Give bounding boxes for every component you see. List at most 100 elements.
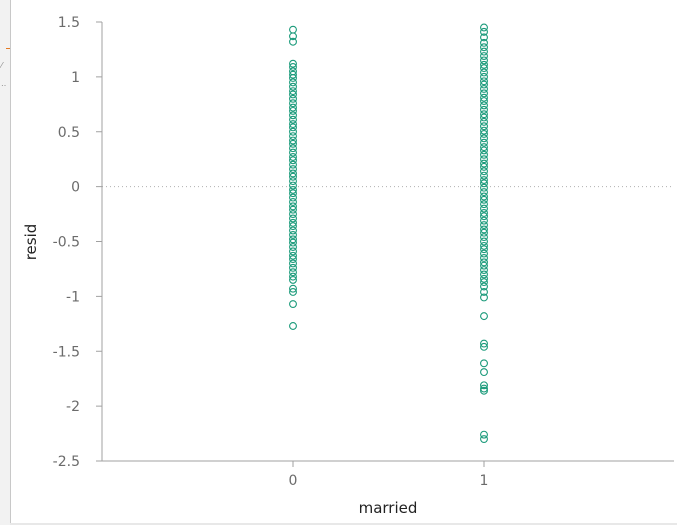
- data-point: [480, 129, 488, 138]
- data-point: [480, 143, 488, 152]
- data-point: [289, 189, 297, 198]
- data-point: [289, 172, 297, 181]
- data-point: [289, 132, 297, 141]
- data-point: [480, 117, 488, 126]
- data-point: [289, 205, 297, 214]
- data-point: [480, 209, 488, 217]
- data-point: [480, 155, 488, 164]
- data-point: [289, 136, 297, 145]
- data-point: [480, 60, 488, 69]
- data-point: [480, 216, 488, 225]
- y-tick-label: 0.5: [58, 125, 80, 141]
- data-point: [289, 288, 297, 296]
- data-point: [480, 122, 488, 131]
- data-point: [289, 156, 297, 165]
- data-point: [289, 238, 297, 247]
- data-point: [480, 89, 488, 98]
- data-point: [480, 368, 488, 377]
- x-axis-title: married: [359, 499, 418, 517]
- data-point: [480, 435, 488, 443]
- data-point: [289, 160, 297, 169]
- data-point: [480, 77, 488, 86]
- data-point: [289, 230, 297, 239]
- data-point: [480, 93, 488, 102]
- x-tick-label: 1: [480, 473, 489, 489]
- data-point: [289, 210, 297, 219]
- x-tick-label: 0: [289, 473, 298, 489]
- data-point: [289, 214, 297, 223]
- data-point: [289, 127, 297, 136]
- data-point: [480, 384, 488, 393]
- y-tick-label: 1: [71, 70, 80, 86]
- data-point: [289, 32, 297, 41]
- edge-glyph: ‥: [1, 79, 7, 88]
- data-point: [289, 123, 297, 132]
- data-point: [289, 94, 297, 103]
- data-point: [289, 218, 297, 227]
- data-point: [480, 381, 488, 390]
- data-point: [289, 165, 297, 174]
- data-point: [289, 103, 297, 112]
- data-point: [289, 222, 297, 231]
- data-point: [289, 111, 297, 120]
- data-point: [480, 278, 488, 287]
- data-point: [480, 274, 488, 283]
- data-point: [480, 138, 488, 147]
- data-point: [289, 99, 297, 108]
- data-point: [289, 115, 297, 124]
- data-point: [480, 237, 488, 246]
- data-point: [289, 181, 297, 190]
- data-point: [480, 212, 488, 221]
- data-point: [480, 47, 488, 56]
- data-point: [480, 228, 488, 237]
- data-point: [480, 171, 488, 180]
- data-point: [289, 59, 297, 68]
- data-point: [480, 282, 488, 291]
- bottom-border: [10, 523, 677, 525]
- data-point: [480, 113, 488, 122]
- data-point: [480, 241, 488, 250]
- data-point: [480, 110, 488, 119]
- data-point: [480, 159, 488, 168]
- data-point: [480, 261, 488, 270]
- data-point: [480, 97, 488, 105]
- y-axis-title: resid: [22, 224, 40, 261]
- data-point: [480, 192, 488, 201]
- data-point: [480, 359, 488, 368]
- data-point: [289, 243, 297, 251]
- y-tick-label: 1.5: [58, 15, 80, 31]
- axes-layer: [96, 21, 674, 467]
- data-point: [289, 25, 297, 34]
- data-point: [289, 120, 297, 129]
- data-point: [480, 204, 488, 213]
- data-point: [289, 90, 297, 99]
- data-point: [289, 78, 297, 87]
- data-point: [480, 293, 488, 302]
- data-point: [480, 288, 488, 296]
- data-point: [289, 198, 297, 206]
- data-point: [289, 169, 297, 178]
- data-point: [289, 300, 297, 309]
- data-point: [289, 82, 297, 91]
- data-point: [480, 72, 488, 81]
- data-point: [289, 144, 297, 153]
- data-point: [289, 272, 297, 281]
- labels-layer: married resid -2.5 -2 -1.5 -1 -0.5 0 0.5 1 1.5 0 1: [22, 15, 488, 517]
- data-point: [480, 27, 488, 36]
- data-point: [480, 134, 488, 143]
- data-point: [480, 146, 488, 155]
- data-point: [289, 70, 297, 79]
- data-point: [289, 226, 297, 235]
- data-point: [289, 37, 297, 46]
- data-point: [480, 339, 488, 348]
- data-point: [289, 148, 297, 157]
- data-point: [289, 268, 297, 277]
- data-point: [289, 202, 297, 211]
- y-tick-label: -2.5: [53, 454, 80, 470]
- data-point: [480, 183, 488, 192]
- data-point: [480, 266, 488, 274]
- data-point: [480, 254, 488, 262]
- data-point: [480, 312, 488, 321]
- data-point: [480, 80, 488, 89]
- data-point: [480, 68, 488, 77]
